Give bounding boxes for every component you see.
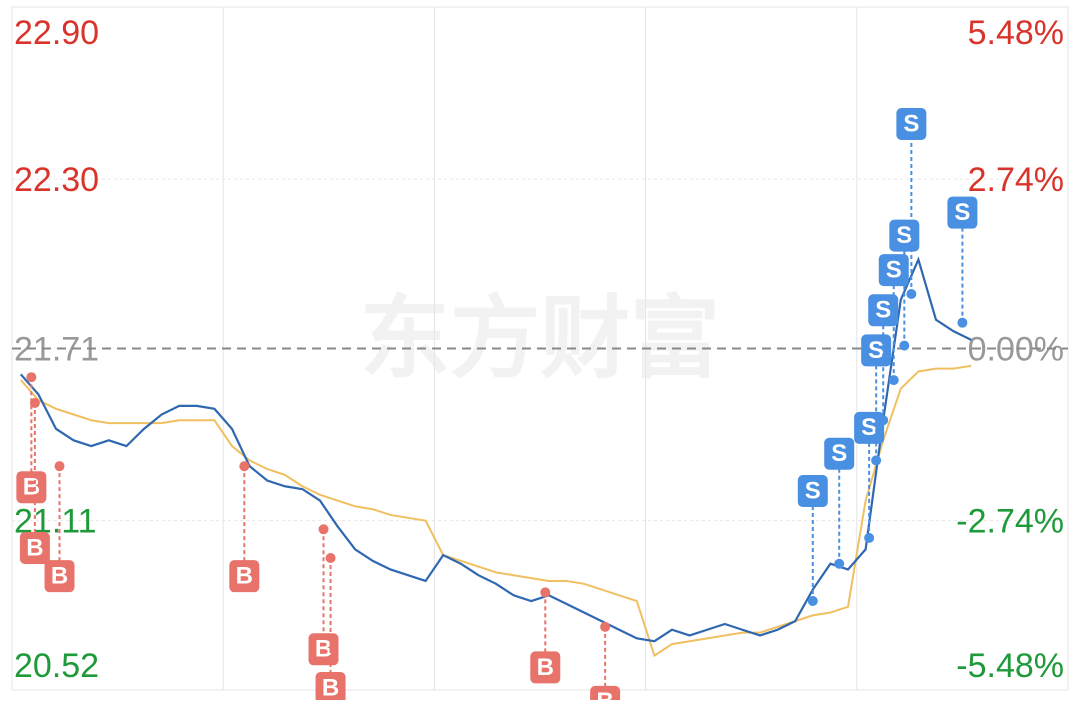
trade-badge bbox=[315, 671, 346, 704]
trade-point bbox=[29, 398, 40, 409]
y2-tick-label: 5.48% bbox=[968, 14, 1064, 52]
trade-point bbox=[318, 524, 329, 535]
trade-label: S bbox=[805, 477, 821, 504]
trade-point bbox=[864, 532, 875, 543]
trade-point bbox=[26, 372, 37, 383]
trade-point bbox=[600, 621, 611, 632]
trade-point bbox=[888, 375, 899, 386]
trade-badge bbox=[878, 254, 909, 287]
trade-point bbox=[871, 455, 882, 466]
trade-badge bbox=[824, 437, 855, 470]
watermark: 东方财富 bbox=[360, 289, 720, 389]
trade-point bbox=[325, 552, 336, 563]
trade-label: S bbox=[954, 199, 970, 226]
trade-point bbox=[834, 558, 845, 569]
trade-point bbox=[878, 415, 889, 426]
trade-badge bbox=[947, 196, 978, 229]
trade-label: S bbox=[831, 440, 847, 467]
trade-badge bbox=[530, 651, 561, 684]
trade-badge bbox=[797, 475, 828, 508]
trade-label: S bbox=[875, 297, 891, 324]
y-tick-label: 22.30 bbox=[14, 161, 99, 199]
trade-badge bbox=[229, 560, 260, 593]
trade-badge bbox=[868, 294, 899, 327]
trade-label: B bbox=[322, 674, 339, 700]
trade-point bbox=[54, 461, 65, 472]
y-tick-label: 20.52 bbox=[14, 647, 99, 685]
y2-tick-label: 2.74% bbox=[968, 161, 1064, 199]
y-tick-label: 22.90 bbox=[14, 14, 99, 52]
trade-label: B bbox=[51, 563, 68, 590]
trade-label: B bbox=[26, 534, 43, 561]
trade-label: B bbox=[315, 636, 332, 663]
trade-label: B bbox=[596, 688, 613, 700]
y2-tick-label: -2.74% bbox=[956, 503, 1064, 541]
trade-label: B bbox=[236, 563, 253, 590]
trade-label: S bbox=[896, 222, 912, 249]
trade-label: B bbox=[537, 654, 554, 681]
trade-label: S bbox=[903, 110, 919, 137]
trade-point bbox=[957, 317, 968, 328]
trade-label: S bbox=[886, 256, 902, 283]
trade-badge bbox=[16, 471, 47, 504]
trade-point bbox=[906, 288, 917, 299]
trade-label: S bbox=[861, 414, 877, 441]
y2-tick-label: -5.48% bbox=[956, 647, 1064, 685]
trade-badge bbox=[896, 107, 927, 140]
trade-point bbox=[807, 596, 818, 607]
trade-label: B bbox=[23, 474, 40, 501]
average-line bbox=[20, 364, 972, 658]
trade-label: S bbox=[868, 337, 884, 364]
trade-badge bbox=[44, 560, 75, 593]
trade-point bbox=[899, 340, 910, 351]
y-tick-label: 21.71 bbox=[14, 330, 99, 368]
trade-badge bbox=[19, 532, 50, 565]
trade-point bbox=[239, 461, 250, 472]
price-line bbox=[19, 256, 972, 643]
trade-point bbox=[540, 587, 551, 598]
